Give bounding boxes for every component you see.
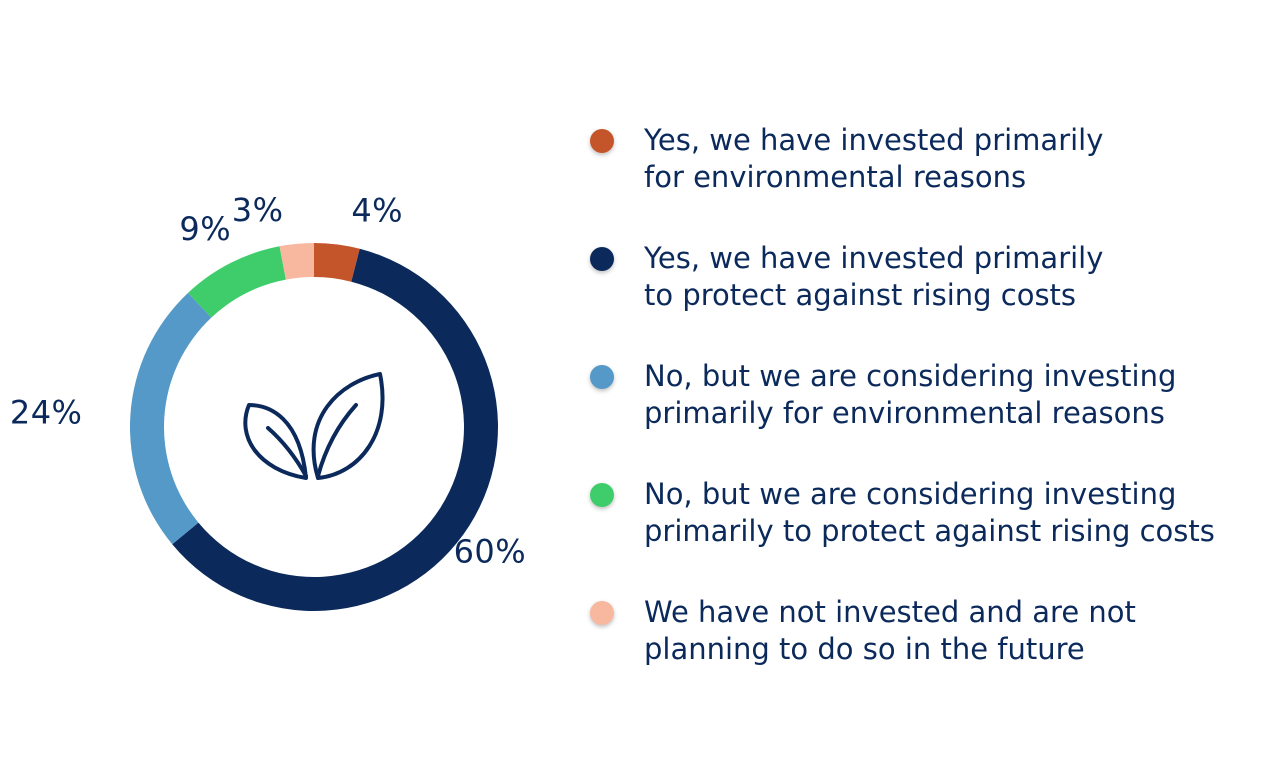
slice-4	[188, 246, 286, 318]
legend-item-5: We have not invested and are not plannin…	[588, 594, 1248, 712]
right-leaf-outline	[311, 372, 385, 480]
legend-label: No, but we are considering investing pri…	[644, 359, 1177, 430]
slice-1	[314, 243, 360, 282]
legend-item-2: Yes, we have invested primarily to prote…	[588, 240, 1248, 358]
slice-5	[279, 243, 314, 280]
right-leaf-vein	[316, 403, 358, 478]
legend-swatch	[590, 247, 614, 271]
legend-label: No, but we are considering investing pri…	[644, 477, 1215, 548]
left-leaf-vein	[266, 426, 308, 478]
slice-1-value-label: 4%	[351, 192, 403, 230]
leaves-icon	[243, 372, 385, 480]
slice-5-value-label: 3%	[232, 191, 284, 229]
slice-value-labels: 4% 60% 24% 9%3%	[10, 191, 526, 570]
legend-swatch	[590, 601, 614, 625]
legend-item-3: No, but we are considering investing pri…	[588, 358, 1248, 476]
legend-item-4: No, but we are considering investing pri…	[588, 476, 1248, 594]
legend-swatch	[590, 483, 614, 507]
legend-item-1: Yes, we have invested primarily for envi…	[588, 122, 1248, 240]
slice-3-value-label: 24%	[10, 393, 83, 431]
slice-4-value-label: 9%	[179, 210, 231, 248]
legend-swatch	[590, 365, 614, 389]
slice-2-value-label: 60%	[454, 532, 527, 570]
legend-label: Yes, we have invested primarily to prote…	[644, 241, 1104, 312]
slice-2	[172, 248, 499, 611]
chart-legend: Yes, we have invested primarily for envi…	[588, 122, 1248, 712]
legend-label: Yes, we have invested primarily for envi…	[644, 123, 1104, 194]
legend-label: We have not invested and are not plannin…	[644, 595, 1136, 666]
donut-slices	[130, 243, 499, 611]
left-leaf-outline	[243, 403, 308, 480]
legend-swatch	[590, 129, 614, 153]
slice-3	[130, 292, 212, 545]
